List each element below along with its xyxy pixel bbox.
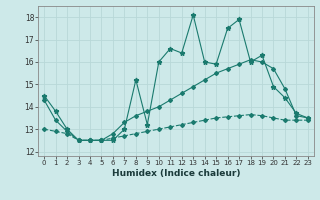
X-axis label: Humidex (Indice chaleur): Humidex (Indice chaleur): [112, 169, 240, 178]
